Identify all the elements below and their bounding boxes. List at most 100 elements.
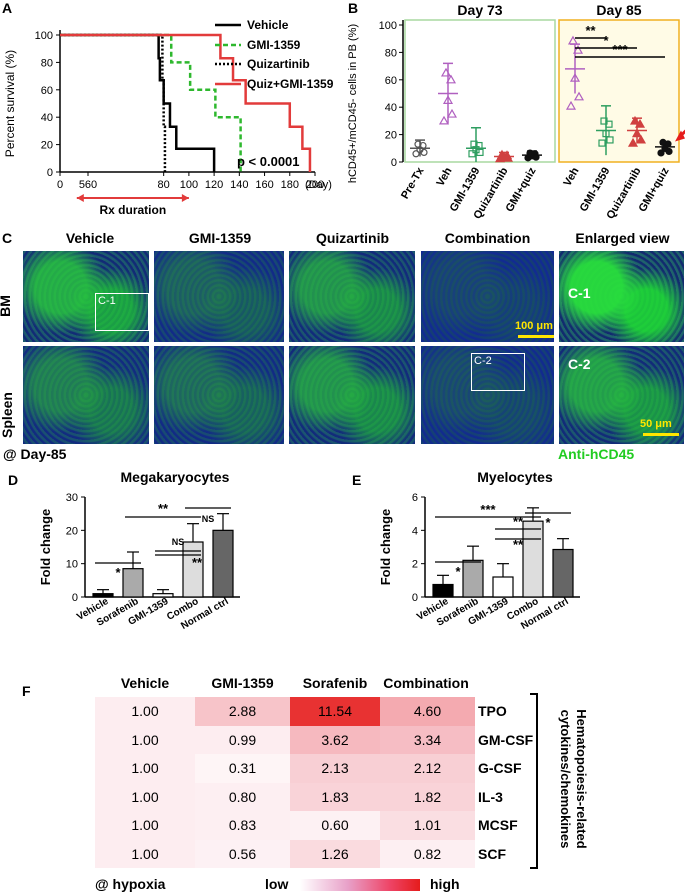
panel-c-label: C <box>2 230 13 246</box>
a-xtick-label: 100 <box>180 179 198 191</box>
micrograph-spleen-0 <box>22 345 150 445</box>
b-day85-group-point <box>567 35 579 45</box>
b-day73-group-point <box>420 148 428 157</box>
b-day85-group-point <box>572 44 584 54</box>
b-day73-group-point <box>476 148 484 157</box>
d-ytick-label: 0 <box>72 592 78 604</box>
scalebar-50-label: 50 μm <box>640 418 672 430</box>
b-day73-group-point <box>446 108 458 118</box>
a-ytick-label: 80 <box>41 57 53 69</box>
anti-hcd45-label: Anti-hCD45 <box>558 446 635 462</box>
a-xtick-label: 80 <box>158 179 170 191</box>
b-day73-group-point <box>468 150 476 158</box>
e-bar <box>492 576 514 598</box>
heatmap-row-label: SCF <box>478 845 506 862</box>
a-curve-combo <box>60 33 312 172</box>
d-bar <box>152 593 174 598</box>
a-legend-label: Vehicle <box>247 18 289 32</box>
heatmap-cell: 2.13 <box>290 754 380 783</box>
d-sig-label: ** <box>158 501 169 516</box>
heatmap-cell: 3.62 <box>290 725 380 754</box>
heatmap-cell: 1.01 <box>380 811 475 840</box>
b-group73-label: Pre-Tx <box>399 165 427 201</box>
f-col-combination: Combination <box>383 675 469 691</box>
b-sig-label: *** <box>612 42 628 57</box>
day85-label: @ Day-85 <box>3 446 67 462</box>
heatmap-cell: 1.82 <box>380 782 475 811</box>
a-rx-arrowhead-right <box>181 194 189 202</box>
d-ytick-label: 20 <box>66 525 78 537</box>
col-enlarged: Enlarged view <box>575 230 670 246</box>
b-ytick-label: 20 <box>385 130 397 142</box>
heatmap-cell: 0.82 <box>380 839 475 868</box>
a-legend-label: Quiz+GMI-1359 <box>247 77 334 91</box>
b-day85: Day 85 <box>596 2 641 18</box>
micrograph-spleen-2 <box>288 345 416 445</box>
d-sig-label: ** <box>192 555 203 570</box>
a-legend-label: Quizartinib <box>247 57 310 71</box>
d-bar <box>92 593 114 598</box>
heatmap-cell: 1.00 <box>95 697 195 726</box>
b-day85-group-point <box>659 138 667 147</box>
e-title: Myelocytes <box>477 469 553 485</box>
b-day73-group-point <box>414 140 422 148</box>
e-ylabel: Fold change <box>378 509 393 586</box>
box-c1-label: C-1 <box>98 295 116 307</box>
b-day85-group-point <box>598 139 606 147</box>
heatmap-cell: 0.80 <box>195 782 290 811</box>
d-sig-label: NS <box>172 537 185 547</box>
b-ytick-label: 0 <box>391 157 397 169</box>
row-spleen-wrap: Spleen <box>0 392 22 438</box>
b-day73-group-point <box>526 149 534 157</box>
b-ytick-label: 60 <box>385 75 397 87</box>
row-bm: BM <box>0 295 13 317</box>
panel-a-survival-chart: 0 20 40 60 80 100 0 560 80 100 120 140 160 180 200(Day… <box>3 18 334 215</box>
micrograph-spleen-3 <box>420 345 555 445</box>
e-ytick-label: 2 <box>412 559 418 571</box>
d-ytick-label: 10 <box>66 559 78 571</box>
a-rx-arrowhead-left <box>76 194 84 202</box>
e-sig-label: *** <box>480 502 496 517</box>
micrograph-spleen-1 <box>153 345 285 445</box>
b-day85-group-point <box>606 136 614 144</box>
e-sig-label: ** <box>513 537 524 552</box>
b-day73-group-point <box>502 152 514 162</box>
a-ylabel: Percent survival (%) <box>3 50 17 157</box>
b-day85-group-point <box>631 128 643 138</box>
a-pvalue: p < 0.0001 <box>237 154 300 169</box>
b-day73-group-point <box>442 95 454 104</box>
f-col-sorafenib: Sorafenib <box>302 675 368 691</box>
group-bracket <box>530 693 538 869</box>
heatmap-row-label: TPO <box>478 703 507 719</box>
b-day85-group-point <box>635 134 647 144</box>
micrograph-bm-0 <box>22 250 150 343</box>
f-col-gmi: GMI-1359 <box>211 675 274 691</box>
b-day73-group-point <box>496 149 508 159</box>
b-day85-group-point <box>657 149 665 157</box>
heatmap-cell: 4.60 <box>380 697 475 726</box>
heatmap-cell: 0.31 <box>195 754 290 783</box>
micrograph-bm-1 <box>153 250 285 343</box>
heatmap-cell: 1.00 <box>95 754 195 783</box>
e-bar <box>462 559 484 598</box>
d-sig-label: NS <box>202 514 215 524</box>
b-day73-group-point <box>445 74 457 84</box>
heatmap-cell: 1.83 <box>290 782 380 811</box>
micrograph-bm-2 <box>288 250 416 343</box>
panel-b-scatter-chart: Day 73 Day 85 0 20 40 60 80 100 hCD45+/mCD45- ce… <box>347 2 685 221</box>
e-bar <box>432 583 454 598</box>
box-c1: C-1 <box>95 293 149 331</box>
d-sig-label: * <box>115 565 121 580</box>
micrograph-bm-3 <box>420 250 555 343</box>
panel-a-label: A <box>2 0 13 16</box>
heatmap-cell: 1.26 <box>290 839 380 868</box>
row-bm-wrap: BM <box>0 290 22 320</box>
e-sig-label: * <box>455 564 461 579</box>
b-day85-group-point <box>600 117 608 125</box>
heatmap-cell: 2.12 <box>380 754 475 783</box>
heatmap-cell: 0.83 <box>195 811 290 840</box>
low-label: low <box>265 876 289 892</box>
b-group85-label: Veh <box>561 165 581 188</box>
b-day85-group-point <box>565 100 577 110</box>
heatmap-cell: 0.99 <box>195 725 290 754</box>
